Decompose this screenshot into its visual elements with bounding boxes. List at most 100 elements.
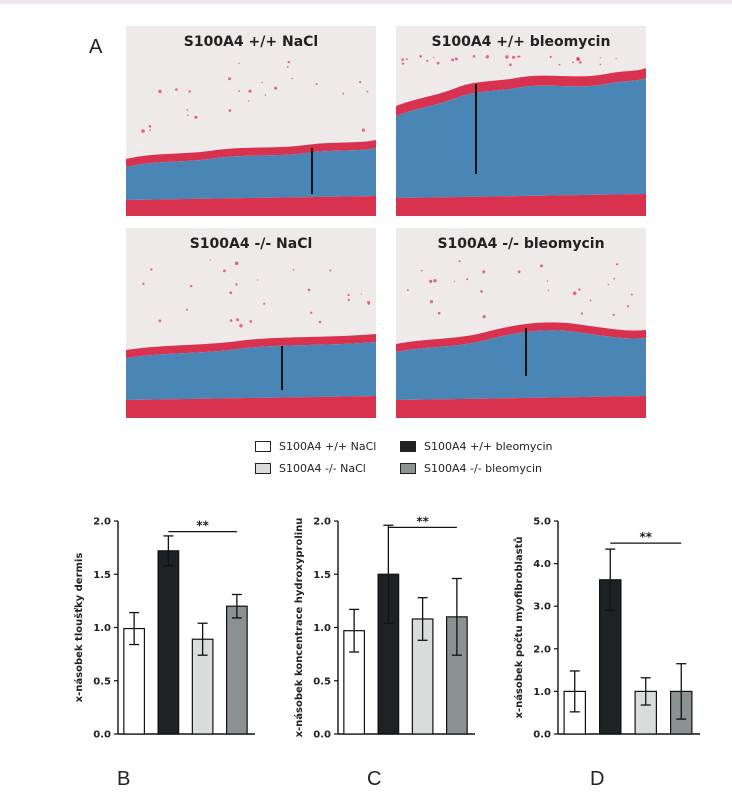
- debris-dot: [366, 90, 369, 93]
- debris-dot: [188, 90, 191, 93]
- error-bar: [417, 597, 428, 641]
- debris-dot: [549, 55, 552, 58]
- debris-dot: [148, 125, 152, 128]
- micrograph-wt-bleomycin: S100A4 +/+ bleomycin: [396, 26, 646, 216]
- chart-d: 0.0 1.0 2.0 3.0 4.0 5.0 x-násobek počtu myofib…: [500, 505, 710, 750]
- debris-dot: [407, 289, 409, 292]
- debris-dot: [257, 279, 259, 281]
- panel-letter-d: D: [590, 768, 605, 790]
- debris-dot: [329, 269, 332, 272]
- debris-dot: [454, 57, 458, 61]
- debris-dot: [613, 277, 616, 280]
- error-bar: [451, 577, 462, 656]
- debris-dot: [263, 302, 266, 305]
- debris-dot: [547, 289, 550, 292]
- debris-dot: [190, 284, 193, 288]
- debris-dot: [580, 312, 583, 315]
- top-band: [0, 0, 732, 4]
- micrograph-ko-bleomycin-image: [396, 260, 646, 418]
- y-tick-label: 0.0: [533, 730, 551, 741]
- debris-dot: [401, 58, 404, 61]
- error-bar: [129, 611, 140, 646]
- debris-dot: [175, 88, 178, 91]
- error-bar: [197, 622, 208, 656]
- debris-dot: [512, 55, 516, 59]
- y-tick-label: 1.5: [93, 570, 111, 581]
- y-tick-label: 1.5: [313, 570, 331, 581]
- micrograph-ko-nacl-image: [126, 259, 376, 418]
- micrograph-title: S100A4 -/- bleomycin: [437, 236, 605, 252]
- debris-dot: [291, 77, 293, 80]
- debris-dot: [576, 57, 580, 61]
- debris-dot: [451, 58, 454, 62]
- debris-dot: [238, 90, 241, 92]
- debris-dot: [599, 63, 602, 66]
- debris-dot: [236, 318, 240, 322]
- y-tick-label: 0.5: [313, 676, 331, 687]
- y-tick-label: 2.0: [93, 517, 111, 528]
- y-axis-label: x-násobek tloušťky dermis: [73, 553, 85, 703]
- debris-dot: [401, 62, 405, 65]
- y-axis-label: x-násobek koncentrace hydroxyprolinu: [293, 518, 305, 738]
- debris-dot: [433, 57, 435, 59]
- debris-dot: [235, 283, 238, 286]
- debris-dot: [579, 61, 582, 64]
- legend-item: S100A4 +/+ bleomycin: [400, 440, 552, 453]
- debris-dot: [485, 55, 489, 59]
- debris-dot: [238, 62, 240, 64]
- debris-dot: [546, 280, 549, 282]
- y-tick-label: 1.0: [313, 623, 331, 634]
- debris-dot: [228, 77, 232, 81]
- debris-dot: [342, 92, 345, 95]
- panel-letter-a: A: [89, 36, 103, 58]
- error-bar: [231, 593, 242, 619]
- debris-dot: [359, 80, 362, 84]
- debris-dot: [615, 58, 617, 60]
- legend-swatch: [255, 463, 271, 474]
- debris-dot: [361, 128, 365, 132]
- legend-label: S100A4 +/+ NaCl: [279, 440, 377, 453]
- debris-dot: [578, 288, 581, 291]
- debris-dot: [630, 293, 633, 296]
- debris-dot: [616, 263, 619, 266]
- debris-dot: [142, 282, 145, 285]
- debris-dot: [429, 279, 433, 283]
- debris-dot: [360, 293, 362, 295]
- debris-dot: [420, 269, 423, 272]
- error-bar: [349, 608, 360, 653]
- debris-dot: [626, 305, 630, 308]
- debris-dot: [572, 61, 574, 64]
- significance-label: **: [639, 530, 652, 544]
- y-tick-label: 3.0: [533, 602, 551, 613]
- y-tick-label: 4.0: [533, 559, 551, 570]
- debris-dot: [454, 280, 456, 282]
- debris-dot: [347, 298, 350, 301]
- debris-dot: [419, 55, 422, 58]
- debris-dot: [540, 264, 543, 268]
- debris-dot: [429, 300, 434, 304]
- bar: [157, 550, 180, 735]
- y-tick-label: 2.0: [313, 517, 331, 528]
- micrograph-title: S100A4 +/+ bleomycin: [431, 34, 611, 50]
- debris-dot: [287, 60, 290, 64]
- debris-dot: [433, 279, 437, 283]
- debris-dot: [234, 261, 239, 266]
- significance-label: **: [416, 514, 429, 528]
- debris-dot: [367, 300, 371, 305]
- debris-dot: [436, 61, 440, 65]
- error-bar: [676, 663, 687, 720]
- legend-label: S100A4 -/- bleomycin: [424, 462, 542, 475]
- micrograph-wt-bleomycin-image: [396, 55, 646, 216]
- debris-dot: [505, 55, 509, 59]
- y-tick-label: 0.0: [93, 730, 111, 741]
- debris-dot: [186, 109, 189, 111]
- debris-dot: [223, 269, 226, 273]
- legend-item: S100A4 -/- bleomycin: [400, 462, 542, 475]
- significance-label: **: [196, 519, 209, 533]
- debris-dot: [517, 270, 521, 274]
- debris-dot: [558, 63, 561, 66]
- debris-dot: [307, 288, 311, 292]
- debris-dot: [405, 58, 408, 61]
- debris-dot: [158, 89, 162, 94]
- legend: S100A4 +/+ NaCl S100A4 +/+ bleomycin S10…: [255, 436, 585, 486]
